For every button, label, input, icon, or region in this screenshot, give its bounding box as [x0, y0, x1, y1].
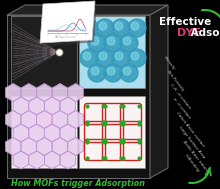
Polygon shape	[21, 111, 37, 129]
Circle shape	[104, 34, 122, 52]
Circle shape	[112, 19, 130, 37]
Text: Cation-Anion contact: Cation-Anion contact	[175, 112, 205, 148]
Polygon shape	[68, 138, 83, 156]
Circle shape	[131, 52, 139, 60]
Polygon shape	[37, 111, 52, 129]
Polygon shape	[7, 15, 150, 178]
Text: Porosity: Porosity	[163, 56, 176, 71]
Polygon shape	[52, 111, 68, 129]
Polygon shape	[42, 3, 97, 47]
Polygon shape	[13, 124, 29, 142]
Circle shape	[128, 49, 146, 67]
Circle shape	[99, 52, 107, 60]
Polygon shape	[21, 84, 37, 101]
Polygon shape	[29, 97, 44, 115]
Polygon shape	[52, 84, 68, 101]
Circle shape	[112, 49, 130, 67]
Text: H-Bonding: H-Bonding	[184, 153, 200, 173]
Text: Large Surface Area: Large Surface Area	[178, 125, 205, 159]
Text: Acidic-Basic nature: Acidic-Basic nature	[181, 139, 209, 173]
Polygon shape	[60, 97, 75, 115]
Polygon shape	[60, 124, 75, 142]
Circle shape	[80, 49, 98, 67]
Text: Rasksgutons.com: Rasksgutons.com	[55, 35, 77, 39]
Circle shape	[83, 52, 91, 60]
Circle shape	[120, 34, 138, 52]
Circle shape	[99, 22, 107, 30]
Circle shape	[120, 64, 138, 82]
Polygon shape	[6, 84, 21, 101]
Circle shape	[83, 22, 91, 30]
Circle shape	[128, 19, 146, 37]
Polygon shape	[29, 151, 44, 169]
Polygon shape	[68, 84, 83, 101]
Circle shape	[91, 37, 99, 45]
Polygon shape	[40, 1, 95, 43]
Polygon shape	[44, 151, 60, 169]
Text: How MOFs trigger Adsorption: How MOFs trigger Adsorption	[11, 178, 145, 187]
Polygon shape	[68, 111, 83, 129]
Text: Adsorption: Adsorption	[187, 28, 220, 38]
Polygon shape	[13, 97, 29, 115]
Polygon shape	[13, 151, 29, 169]
Circle shape	[91, 67, 99, 75]
Polygon shape	[60, 151, 75, 169]
Polygon shape	[44, 124, 60, 142]
Text: C-H...π contact: C-H...π contact	[169, 84, 191, 110]
Circle shape	[80, 19, 98, 37]
Circle shape	[115, 22, 123, 30]
Text: Effective: Effective	[159, 17, 211, 27]
Polygon shape	[7, 5, 168, 15]
Circle shape	[107, 37, 115, 45]
Polygon shape	[150, 5, 168, 178]
Circle shape	[123, 67, 131, 75]
Polygon shape	[6, 111, 21, 129]
Circle shape	[115, 52, 123, 60]
Circle shape	[88, 64, 106, 82]
Circle shape	[123, 37, 131, 45]
Circle shape	[104, 64, 122, 82]
Polygon shape	[44, 97, 60, 115]
Circle shape	[131, 22, 139, 30]
Circle shape	[88, 34, 106, 52]
Circle shape	[107, 67, 115, 75]
Text: DYE: DYE	[177, 28, 201, 38]
Polygon shape	[52, 138, 68, 156]
Text: π...π contact: π...π contact	[172, 98, 191, 120]
Polygon shape	[6, 138, 21, 156]
Polygon shape	[21, 138, 37, 156]
Polygon shape	[29, 124, 44, 142]
FancyBboxPatch shape	[11, 96, 77, 168]
FancyBboxPatch shape	[79, 16, 145, 88]
Circle shape	[96, 19, 114, 37]
FancyBboxPatch shape	[11, 16, 77, 88]
Circle shape	[96, 49, 114, 67]
FancyBboxPatch shape	[79, 96, 145, 168]
Text: Non-Porosity: Non-Porosity	[166, 70, 185, 93]
Polygon shape	[37, 84, 52, 101]
Polygon shape	[37, 138, 52, 156]
